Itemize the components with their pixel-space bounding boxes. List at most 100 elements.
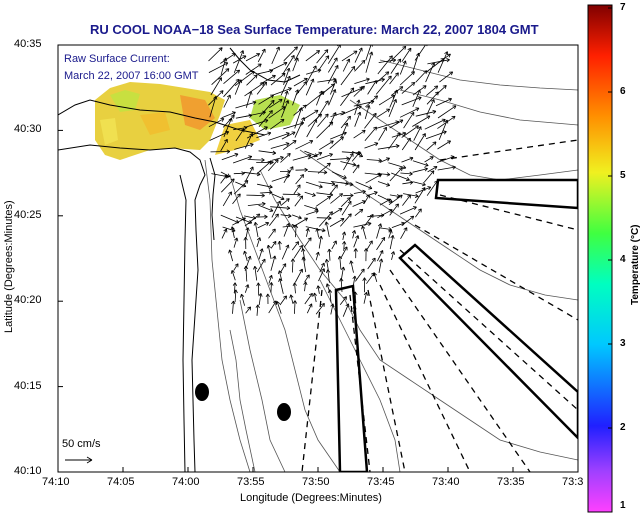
current-vector-head	[348, 303, 350, 308]
current-vector	[276, 301, 282, 314]
current-vector	[294, 107, 303, 129]
current-vector	[317, 55, 330, 72]
current-vector-head	[388, 229, 392, 233]
current-vector-head	[353, 248, 357, 252]
current-vector-head	[351, 230, 355, 234]
current-vector	[399, 60, 406, 75]
current-vector-head	[303, 281, 307, 285]
current-vector-head	[321, 230, 326, 233]
current-vector-head	[267, 160, 272, 163]
current-vector	[267, 159, 279, 172]
current-vector	[426, 180, 438, 196]
current-vector-head	[424, 167, 428, 169]
current-vector-head	[241, 171, 245, 174]
current-vector-head	[283, 106, 286, 111]
current-vector	[378, 126, 387, 141]
current-vector-head	[347, 115, 351, 118]
current-vector	[245, 53, 260, 62]
current-vector-head	[312, 65, 317, 68]
current-vector-head	[421, 184, 426, 187]
current-vector	[414, 187, 426, 204]
current-vector	[403, 112, 415, 129]
current-vector-head	[269, 282, 272, 286]
current-vector-head	[288, 223, 291, 227]
colorbar-tick-label: 1	[620, 500, 626, 511]
current-vector-head	[301, 107, 303, 112]
current-vector-head	[279, 278, 283, 282]
current-vector	[295, 81, 307, 96]
current-vector	[244, 284, 249, 293]
current-vector-head	[321, 90, 323, 95]
current-vector-head	[366, 292, 369, 296]
current-vector-head	[248, 91, 252, 94]
current-vector-head	[328, 248, 332, 253]
current-vector-head	[244, 127, 248, 131]
current-vector	[377, 181, 390, 186]
current-vector-head	[339, 278, 342, 282]
current-vector-head	[362, 191, 366, 194]
current-vector	[365, 95, 378, 108]
current-vector	[281, 100, 289, 118]
current-vector	[376, 237, 386, 251]
current-vector	[270, 255, 276, 271]
current-vector-head	[330, 303, 334, 307]
current-vector	[305, 91, 325, 107]
current-vector	[258, 94, 274, 105]
current-vector-head	[416, 125, 419, 130]
current-vector-head	[339, 255, 343, 260]
current-vector-head	[242, 50, 245, 55]
current-vector-head	[228, 191, 232, 194]
current-vector-head	[318, 69, 322, 73]
current-vector	[208, 62, 228, 73]
current-vector-head	[286, 205, 291, 209]
current-vector-head	[272, 300, 277, 303]
current-vectors	[208, 45, 457, 317]
y-tick-label: 40:30	[14, 123, 42, 136]
current-vector	[295, 140, 313, 150]
current-vector-head	[434, 180, 438, 183]
current-vector-head	[349, 195, 354, 198]
current-vector-head	[245, 284, 249, 288]
inset-line-1: Raw Surface Current:	[64, 53, 170, 65]
current-vector	[340, 161, 356, 166]
current-vector-head	[368, 188, 372, 190]
current-vector-head	[268, 110, 273, 113]
current-vector-head	[396, 89, 399, 94]
current-vector-head	[253, 74, 258, 77]
current-vector-head	[303, 81, 307, 84]
current-vector	[268, 228, 276, 239]
current-vector	[379, 198, 391, 206]
current-vector	[329, 136, 344, 150]
current-vector-head	[289, 166, 294, 169]
current-vector	[294, 117, 305, 138]
current-vector-head	[262, 248, 264, 253]
y-tick-label: 40:10	[14, 465, 42, 477]
current-vector	[293, 78, 308, 87]
current-vector-head	[371, 257, 376, 260]
current-vector-head	[375, 142, 379, 147]
current-vector	[340, 87, 355, 106]
current-vector	[366, 272, 375, 284]
current-vector-head	[269, 184, 273, 188]
current-vector	[389, 235, 394, 250]
current-vector-head	[226, 131, 230, 135]
current-vector-head	[330, 153, 333, 158]
current-vector-head	[320, 262, 325, 266]
current-vector	[391, 172, 410, 181]
current-vector	[400, 227, 408, 239]
current-vector	[220, 53, 236, 64]
current-vector-head	[253, 266, 256, 270]
current-vector-head	[249, 142, 254, 145]
current-vector-head	[411, 82, 415, 84]
current-vector-head	[325, 283, 328, 288]
current-vector	[438, 119, 448, 140]
current-vector	[341, 50, 358, 62]
current-vector-head	[371, 101, 375, 105]
current-vector-head	[316, 285, 319, 290]
current-vector	[294, 268, 303, 283]
current-vector-head	[285, 142, 290, 144]
current-vector	[294, 217, 308, 226]
x-tick-label: 74:10	[42, 476, 70, 488]
current-vector-head	[239, 193, 241, 198]
current-vector-head	[374, 191, 378, 196]
